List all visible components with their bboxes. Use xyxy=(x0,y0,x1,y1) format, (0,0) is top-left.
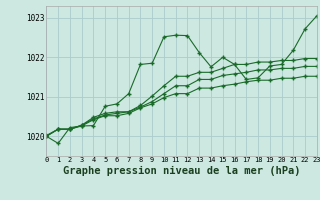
X-axis label: Graphe pression niveau de la mer (hPa): Graphe pression niveau de la mer (hPa) xyxy=(63,166,300,176)
